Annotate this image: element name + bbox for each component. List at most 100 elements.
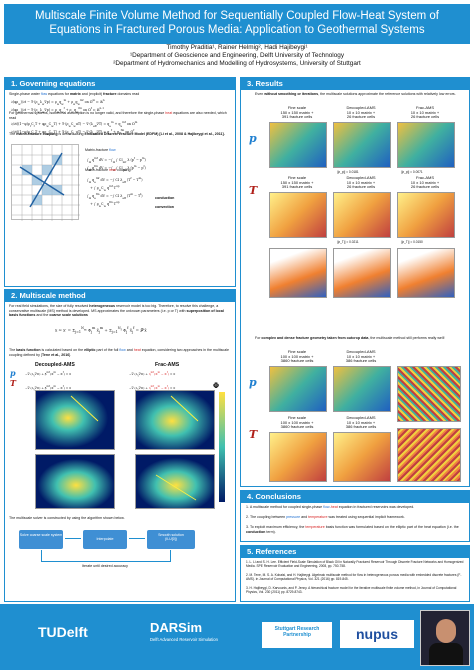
- s1-coupling-intro: The matrix-fracture coupling is defined …: [9, 132, 225, 136]
- section-results: 3. Results Even without smoothing or ite…: [240, 77, 470, 487]
- results-p-label: p: [249, 132, 257, 145]
- darsim-subtitle: Delft Advanced Reservoir Simulation: [150, 637, 218, 642]
- T-frac-3d: [397, 248, 455, 298]
- T2-dec-plot: [333, 432, 391, 482]
- conclusion-1: 1. A multiscale method for coupled singl…: [246, 505, 415, 509]
- affiliation-2: ²Department of Hydromechanics and Modell…: [113, 60, 361, 67]
- results2-p-label: p: [249, 376, 257, 389]
- header: Multiscale Finite Volume Method for Sequ…: [0, 0, 474, 90]
- hdr3-dec: Decoupled-AMS 10 x 10 matrix +386 fractur…: [345, 415, 377, 430]
- T-frac-plot: [397, 192, 455, 238]
- frac-basis-plot-1: [135, 390, 215, 450]
- mf-heat-label: Matrix-fracture heat coupling:: [85, 168, 132, 172]
- temperature-symbol: T: [10, 378, 16, 388]
- s2-basis-text: The basis function is calculated based o…: [9, 348, 230, 357]
- hdr-fine-2: Fine scale 150 x 150 matrix +391 fracture…: [280, 175, 314, 190]
- hdr3-fine: Fine scale 100 x 100 matrix +3860 fractur…: [280, 415, 314, 430]
- section-1-title: 1. Governing equations: [5, 78, 235, 90]
- step-interpolate: Interpolate: [83, 530, 127, 549]
- fracture-network-plot: [397, 366, 461, 422]
- s1-heat-intro: For geothermal systems, isothermal assum…: [9, 111, 227, 120]
- hdr2-dec: Decoupled-AMS 10 x 10 matrix +386 fractur…: [345, 349, 377, 364]
- s3-intro: Even without smoothing or iterations, th…: [255, 92, 456, 96]
- convection-label: convection: [155, 205, 174, 209]
- flow-equations: ∂(φρw)/∂t − ∇·(ρwλw∇p) = ρwqwm + ρwqwmf …: [11, 98, 105, 114]
- hdr2-fine: Fine scale 100 x 100 matrix +3860 fractur…: [280, 349, 314, 364]
- T2-frac-plot: [397, 428, 461, 482]
- arrow-1: [65, 538, 81, 539]
- err-T-frac: ||ε_T|| = 0.0150: [401, 240, 423, 244]
- darsim-logo: DARSim: [150, 620, 203, 635]
- mf-heat-equations: ∫Ω qemf dV = −∫ CI λeff (Tf − Tm) + ∫ ρw…: [87, 176, 143, 209]
- edfm-grid: [12, 145, 80, 221]
- section-4-title: 4. Conclusions: [241, 491, 469, 503]
- author-photo: [420, 610, 470, 666]
- s2-intro: For real field simulations, the size of …: [9, 304, 224, 318]
- title-line-1: Multiscale Finite Volume Method for Sequ…: [35, 10, 439, 22]
- p-fine-plot: [269, 122, 327, 168]
- section-conclusions: 4. Conclusions 1. A multiscale method fo…: [240, 490, 470, 542]
- authors-block: Timothy Praditia¹, Rainer Helmig², Hadi …: [0, 44, 474, 68]
- hdr-dec-1: Decoupled-AMS 10 x 10 matrix +26 fracture…: [346, 105, 376, 120]
- section-2-title: 2. Multiscale method: [5, 290, 235, 302]
- p-dec-plot: [333, 122, 391, 168]
- authors: Timothy Praditia¹, Rainer Helmig², Hadi …: [166, 44, 308, 51]
- p2-fine-plot: [269, 366, 327, 412]
- stuttgart-logo: Stuttgart Research Partnership: [262, 622, 332, 648]
- mf-flow-label: Matrix-fracture flow: [85, 148, 116, 152]
- nupus-logo: nupus: [340, 620, 414, 648]
- hdr-frac-1: Frac-AMS 10 x 10 matrix +26 fracture cell…: [410, 105, 440, 120]
- hdr-fine-1: Fine scale 150 x 150 matrix +391 fracture…: [280, 105, 314, 120]
- reference-1: 1. L. Li and S. H. Lee. Efficient Field-…: [246, 560, 464, 568]
- section-multiscale-method: 2. Multiscale method For real field simu…: [4, 289, 236, 602]
- frac-basis-plot-2: [135, 454, 215, 509]
- p-frac-plot: [397, 122, 455, 168]
- arrow-2: [129, 538, 145, 539]
- conclusion-3: 3. To exploit maximum efficiency, the te…: [246, 525, 459, 534]
- poster-title: Multiscale Finite Volume Method for Sequ…: [4, 4, 470, 44]
- section-5-title: 5. References: [241, 546, 469, 558]
- heat-equations: ∂/∂t((1−φ)ρrCrT + φρwCwT) + ∇·(ρwCwuT) −…: [11, 120, 138, 136]
- phi-symbol: Φ: [213, 381, 220, 390]
- T-dec-plot: [333, 192, 391, 238]
- results2-T-label: T: [249, 428, 258, 441]
- section-3-title: 3. Results: [241, 78, 469, 90]
- pressure-symbol: p: [10, 368, 16, 378]
- step-solve-coarse: Solve coarse scale system: [19, 530, 63, 549]
- colorbar: [219, 392, 225, 502]
- s1-intro: Single-phase water flow equations for ma…: [9, 92, 140, 96]
- step-smooth: Smooth solution (ILU[0]): [147, 530, 195, 549]
- decoupled-basis-plot-2: [35, 454, 115, 509]
- edfm-grid-figure: [11, 144, 80, 221]
- title-line-2: Equations in Fractured Porous Media: App…: [49, 23, 425, 36]
- decoupled-ams-equations: −∇·(λt∇Φ) + βmf(Φm − Φf) = 0 −∇·(λt∇Φ) +…: [25, 371, 72, 392]
- results-T-label: T: [249, 184, 258, 197]
- s3-complex: For complex and dense fracture geometry …: [255, 336, 445, 340]
- section-references: 5. References 1. L. Li and S. H. Lee. Ef…: [240, 545, 470, 602]
- decoupled-ams-heading: Decoupled-AMS: [35, 362, 75, 368]
- hdr-dec-2: Decoupled-AMS 10 x 10 matrix +26 fracture…: [346, 175, 376, 190]
- solver-text: The multiscale solver is constructed by …: [9, 516, 125, 520]
- decoupled-basis-plot-1: [35, 390, 115, 450]
- reference-3: 3. H. Hajibeygi, D. Karvounis, and P. Je…: [246, 586, 457, 594]
- T2-fine-plot: [269, 432, 327, 482]
- err-T-dec: ||ε_T|| = 0.0211: [337, 240, 359, 244]
- tudelft-logo: TUDelft: [38, 624, 88, 640]
- footer: TUDelft DARSim Delft Advanced Reservoir …: [0, 604, 474, 670]
- conclusion-2: 2. The coupling between pressure and tem…: [246, 515, 405, 519]
- affiliation-1: ¹Department of Geoscience and Engineerin…: [129, 52, 345, 59]
- iterate-label: Iterate until desired accuracy: [82, 564, 128, 568]
- mf-flow-equations: ∫Ω qmf dV = −∫Ω ∫ CImf λ (pf − pm) ∫Ω qf…: [87, 156, 146, 172]
- T-fine-plot: [269, 192, 327, 238]
- reference-2: 2. M. Tene, M. S. A. Kobaisi, and H. Haj…: [246, 573, 462, 581]
- T-dec-3d: [333, 248, 391, 298]
- ms-approximation-equation: x ≈ x′ = Σj=1Nm Φjm x̆jm + Σj=1Nf Φjf x̆…: [55, 326, 147, 335]
- T-fine-3d: [269, 248, 327, 298]
- hdr-frac-2: Frac-AMS 10 x 10 matrix +26 fracture cell…: [410, 175, 440, 190]
- frac-ams-heading: Frac-AMS: [155, 362, 180, 368]
- err-p-dec: ||ε_p|| = 0.0181: [337, 170, 359, 174]
- conduction-label: conduction: [155, 196, 175, 200]
- iteration-loop: [41, 550, 171, 562]
- section-governing-equations: 1. Governing equations Single-phase wate…: [4, 77, 236, 287]
